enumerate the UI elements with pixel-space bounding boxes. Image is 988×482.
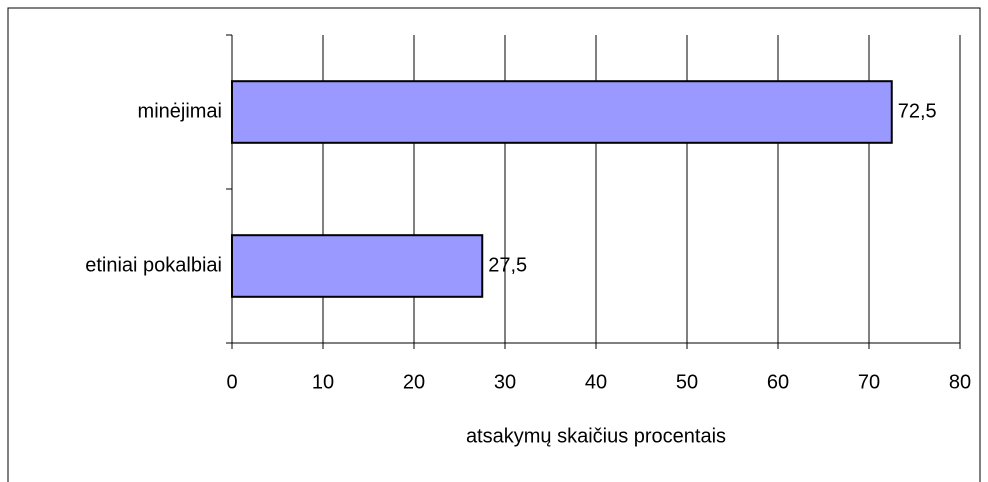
data-label: 72,5 — [898, 100, 937, 122]
x-tick-label: 0 — [226, 371, 237, 393]
y-tick-label: minėjimai — [138, 100, 222, 122]
x-tick-label: 30 — [494, 371, 516, 393]
x-tick-label: 70 — [858, 371, 880, 393]
x-tick-label: 80 — [949, 371, 971, 393]
x-tick-label: 40 — [585, 371, 607, 393]
x-tick-label: 10 — [312, 371, 334, 393]
x-axis-label: atsakymų skaičius procentais — [466, 425, 726, 447]
bar — [231, 80, 893, 144]
data-label: 27,5 — [488, 254, 527, 276]
chart-border — [7, 7, 981, 482]
x-tick-label: 50 — [676, 371, 698, 393]
x-tick-label: 20 — [403, 371, 425, 393]
y-tick-label: etiniai pokalbiai — [85, 254, 222, 276]
bar — [231, 234, 484, 298]
x-tick-label: 60 — [767, 371, 789, 393]
